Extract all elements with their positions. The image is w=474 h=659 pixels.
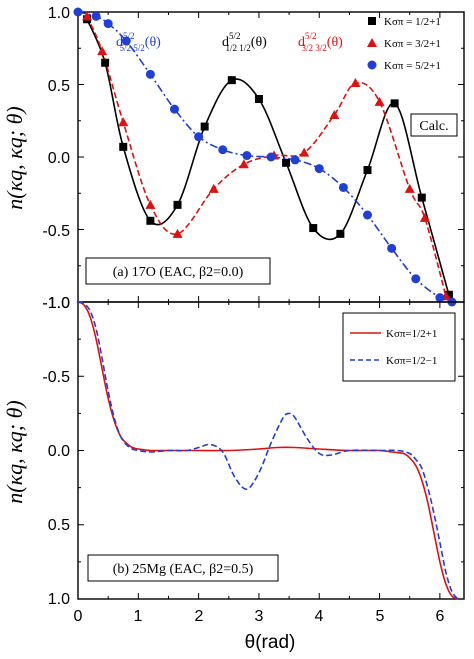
data-point-square [254, 95, 263, 103]
legend-marker-circle [367, 60, 377, 70]
panel-b-series [77, 301, 459, 600]
data-point-circle [363, 210, 372, 220]
panel-a-ytick-5: -1.0 [42, 295, 70, 312]
legend-a-label-3: Kσπ = 5/2+1 [384, 60, 441, 72]
data-point-circle [435, 293, 445, 303]
data-point-circle [218, 145, 228, 155]
data-point-triangle [82, 11, 93, 21]
panel-b-annotation: (b) 25Mg (EAC, β2=0.5) [113, 562, 254, 577]
curve-label-d32-32: d5/2 3/2 3/2(θ) [298, 31, 343, 53]
data-point-circle [266, 152, 276, 162]
legend-marker-square [368, 17, 376, 25]
data-point-triangle [404, 183, 415, 193]
panel-b-xtick-5: 4 [315, 608, 324, 625]
data-point-circle [103, 19, 113, 29]
data-point-square [200, 122, 209, 131]
series-line-a-2 [86, 16, 447, 297]
panel-a-ytick-1: 1.0 [48, 5, 70, 22]
panel-b-ytick-3: 0.0 [48, 443, 70, 460]
data-point-circle [290, 155, 300, 165]
data-point-square [282, 158, 291, 167]
data-point-circle [73, 7, 83, 17]
data-point-triangle [208, 183, 219, 193]
data-point-circle [242, 151, 252, 161]
panel-b-xlabel: θ(rad) [245, 632, 296, 653]
calc-label: Calc. [419, 119, 448, 134]
panel-b-ylabel: n(κq, κq; θ) [2, 400, 27, 503]
panel-b-ytick-1: -1.0 [42, 295, 70, 312]
panel-a-annotation: (a) 17O (EAC, β2=0.0) [113, 265, 244, 280]
panel-b-legend-box [342, 312, 456, 382]
data-point-circle [387, 243, 397, 253]
data-point-square [390, 99, 399, 108]
series-line-b-2 [77, 301, 459, 600]
curve-label-d52-52: d5/2 5/2 5/2(θ) [116, 31, 161, 53]
legend-a-label-2: Kσπ = 3/2+1 [384, 38, 441, 50]
calc-box [410, 113, 458, 137]
data-point-circle [121, 36, 131, 46]
panel-a-annotation-box [85, 257, 271, 285]
panel-a-legend: Kσπ = 1/2+1 Kσπ = 3/2+1 Kσπ = 5/2+1 [367, 16, 441, 72]
data-point-triangle [145, 199, 156, 209]
panel-b-ytick-5: 1.0 [48, 591, 70, 608]
panel-b-ytick-2: -0.5 [42, 369, 70, 386]
panel-b-ytick-4: 0.5 [48, 517, 70, 534]
panel-b-xtick-3: 2 [195, 608, 204, 625]
data-point-triangle [97, 46, 108, 56]
data-point-triangle [299, 147, 310, 157]
panel-b-xtick-4: 3 [255, 608, 264, 625]
legend-b-label-2: Kσπ=1/2−1 [386, 355, 437, 367]
data-point-circle [170, 104, 179, 114]
panel-b-xtick-6: 5 [376, 608, 385, 625]
data-point-square [101, 58, 110, 67]
data-point-triangle [118, 117, 129, 127]
panel-b: -1.0 -0.5 0.0 0.5 1.0 0 1 2 3 4 5 6 n(κq… [2, 295, 465, 653]
data-point-triangle [350, 78, 361, 88]
panel-b-xtick-2: 1 [134, 608, 143, 625]
data-point-triangle [172, 228, 183, 238]
data-point-square [444, 290, 453, 299]
data-point-triangle [238, 159, 249, 169]
data-point-circle [91, 11, 101, 21]
data-point-triangle [329, 109, 340, 119]
data-point-circle [194, 132, 204, 142]
data-point-square [146, 216, 155, 225]
panel-b-xtick-1: 0 [74, 608, 83, 625]
panel-a-markers [73, 7, 457, 307]
series-line-b-1 [77, 301, 459, 600]
panel-a: 1.0 0.5 0.0 -0.5 -1.0 n(κq, κq; θ) d5/2 5… [2, 5, 465, 312]
data-point-triangle [374, 96, 385, 106]
data-point-square [119, 142, 128, 151]
legend-b-label-1: Kσπ=1/2+1 [386, 328, 437, 340]
data-point-square [417, 193, 426, 202]
data-point-square [363, 166, 372, 175]
data-point-square [227, 76, 236, 85]
panel-a-ylabel: n(κq, κq; θ) [2, 106, 27, 209]
legend-marker-triangle [367, 38, 377, 47]
data-point-square [336, 229, 345, 238]
data-point-circle [411, 274, 421, 284]
data-point-square [309, 224, 318, 233]
panel-a-ytick-3: 0.0 [48, 150, 70, 167]
panel-b-ticks [77, 301, 464, 600]
panel-a-ytick-2: 0.5 [48, 78, 70, 95]
data-point-circle [314, 164, 324, 174]
panel-b-xtick-7: 6 [436, 608, 445, 625]
data-point-circle [338, 182, 348, 192]
data-point-triangle [419, 212, 430, 222]
data-point-circle [145, 69, 155, 79]
legend-a-label-1: Kσπ = 1/2+1 [384, 16, 441, 28]
data-point-square [173, 200, 182, 209]
panel-a-ticks [77, 11, 464, 303]
curve-label-d12-12: d5/2 1/2 1/2(θ) [222, 31, 267, 53]
panel-b-annotation-box [87, 554, 279, 582]
panel-a-ytick-4: -0.5 [42, 223, 70, 240]
